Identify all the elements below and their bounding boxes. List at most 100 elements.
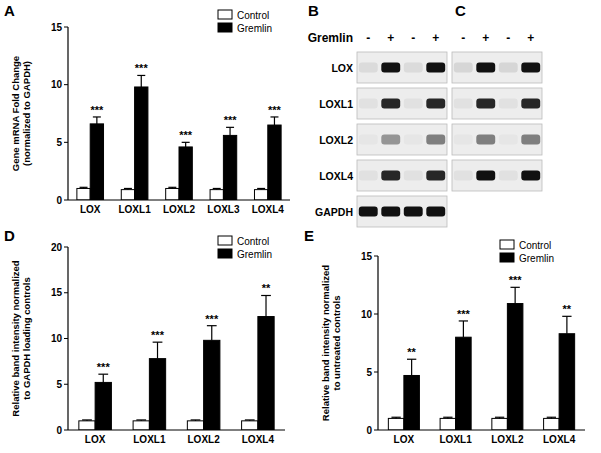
y-tick-label: 5 — [56, 379, 62, 390]
lane-label: - — [506, 31, 510, 45]
error-cap — [93, 116, 101, 117]
x-tick-label: LOX — [85, 434, 106, 445]
y-axis — [67, 27, 68, 200]
error-stem — [274, 117, 275, 125]
error-cap — [191, 419, 201, 420]
blot-strip — [357, 124, 447, 155]
y-tick-label: 0 — [56, 195, 62, 206]
band — [426, 171, 445, 181]
y-tick-label: 5 — [56, 137, 62, 148]
error-cap — [562, 316, 571, 317]
legend-label: Control — [519, 240, 551, 251]
x-axis — [68, 429, 285, 430]
legend-swatch — [218, 236, 232, 245]
error-stem — [103, 374, 104, 382]
error-stem — [185, 142, 186, 147]
bar — [133, 421, 149, 430]
lane-label: - — [461, 31, 465, 45]
legend-label: Gremlin — [237, 249, 272, 260]
lane-label: + — [432, 31, 439, 45]
band — [476, 99, 495, 109]
error-bar — [153, 342, 163, 358]
error-cap — [137, 75, 145, 76]
error-bar — [547, 417, 556, 418]
error-bar — [82, 419, 92, 421]
y-tick-label: 10 — [51, 79, 63, 90]
error-bar — [245, 419, 255, 421]
error-cap — [80, 187, 88, 188]
lane-label: - — [366, 31, 370, 45]
band — [499, 99, 518, 109]
y-tick-label: 20 — [51, 242, 63, 253]
blot-strip — [452, 160, 542, 191]
bar — [258, 317, 274, 430]
error-bar — [93, 117, 101, 124]
y-tick-label: 10 — [51, 333, 63, 344]
band — [521, 99, 540, 109]
bar — [254, 190, 267, 200]
y-axis — [377, 256, 378, 430]
x-axis — [378, 429, 585, 430]
error-cap — [153, 342, 163, 343]
panel-label: C — [455, 2, 466, 19]
x-axis — [68, 199, 290, 200]
band — [476, 135, 495, 145]
error-bar — [226, 127, 234, 135]
lane-label: - — [411, 31, 415, 45]
error-stem — [141, 75, 142, 87]
blot-strip — [357, 160, 447, 191]
bar — [492, 418, 508, 430]
error-bar — [407, 359, 416, 375]
significance: ** — [262, 282, 271, 294]
band — [454, 135, 473, 145]
legend-label: Control — [237, 10, 269, 21]
error-stem — [157, 342, 158, 358]
y-axis-label: Relative band intensity normalizedto GAP… — [10, 260, 32, 416]
error-bar — [495, 417, 504, 418]
row-label: GAPDH — [315, 206, 353, 218]
legend-label: Control — [237, 236, 269, 247]
error-stem — [411, 359, 412, 375]
band — [359, 63, 378, 73]
significance: *** — [457, 308, 471, 320]
error-stem — [96, 117, 97, 124]
significance: *** — [509, 274, 523, 286]
panel-label: A — [4, 2, 15, 19]
bar — [388, 418, 404, 430]
band — [426, 99, 445, 109]
bar — [121, 190, 134, 200]
band — [499, 135, 518, 145]
y-tick-label: 15 — [51, 287, 63, 298]
significance: *** — [97, 361, 111, 373]
bar — [77, 188, 90, 200]
y-axis-label: Gene mRNA Fold Change(normalized to GAPD… — [10, 56, 32, 171]
x-tick-label: LOXL2 — [188, 434, 221, 445]
error-cap — [226, 127, 234, 128]
bar — [204, 340, 220, 430]
bar — [404, 375, 420, 430]
error-cap — [245, 419, 255, 420]
marks — [79, 295, 274, 430]
error-bar — [270, 117, 278, 125]
significance: *** — [151, 329, 165, 341]
band — [359, 99, 378, 109]
error-bar — [191, 419, 201, 421]
band — [404, 135, 423, 145]
chart-panel: D05101520Relative band intensity normali… — [4, 227, 285, 445]
marks — [388, 287, 574, 430]
error-bar — [261, 295, 271, 316]
legend-swatch — [500, 253, 514, 262]
bar — [95, 382, 111, 430]
y-tick-label: 0 — [366, 425, 372, 436]
panel-label: E — [304, 227, 314, 244]
error-cap — [510, 287, 519, 288]
blot-panel: C-+-+ — [452, 2, 542, 191]
significance: ** — [407, 346, 416, 358]
band — [454, 171, 473, 181]
chart-panel: A051015Gene mRNA Fold Change(normalized … — [4, 2, 290, 215]
bar — [210, 190, 223, 200]
x-tick-label: LOX — [394, 434, 415, 445]
legend-label: Gremlin — [519, 253, 554, 264]
bar — [507, 304, 523, 430]
band — [454, 99, 473, 109]
